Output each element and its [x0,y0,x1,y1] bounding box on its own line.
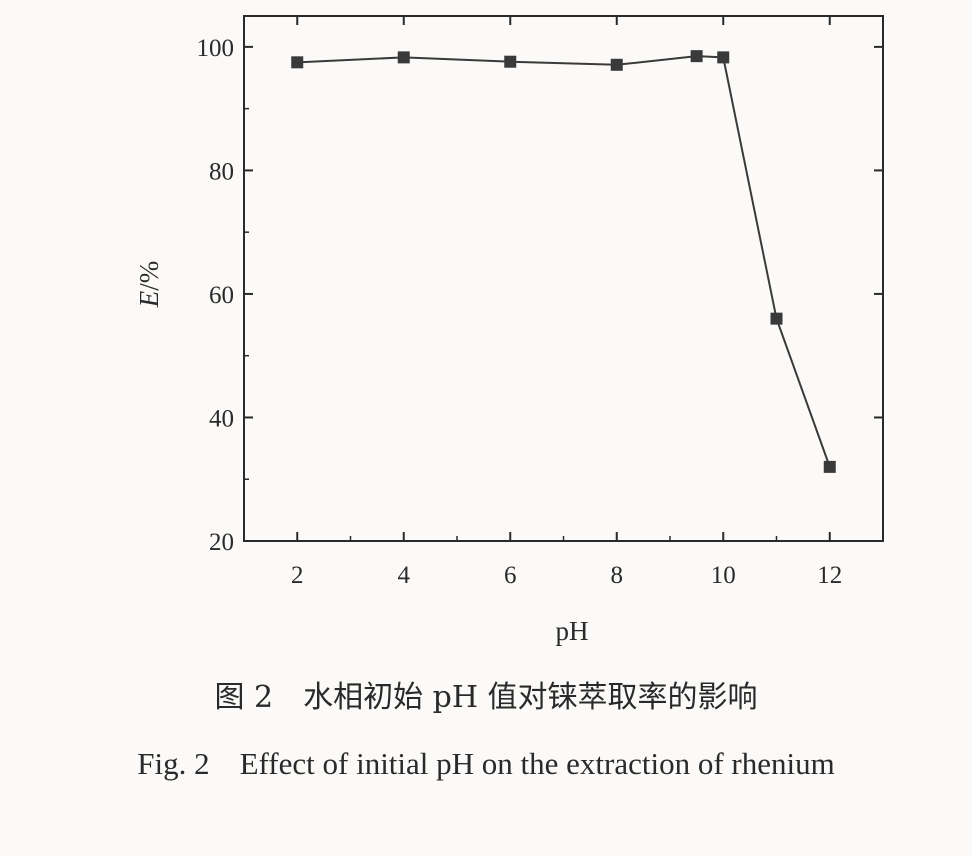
caption-chinese: 图 2 水相初始 pH 值对铼萃取率的影响 [0,672,972,716]
x-tick-label: 8 [611,562,624,589]
line-chart: 2 4 6 8 10 12 20 40 60 80 100 pH E/% [134,15,884,646]
caption-chinese-text: 水相初始 pH 值对铼萃取率的影响 [303,680,758,715]
data-point-marker [504,55,517,68]
y-axis-title: E/% [134,261,164,309]
data-point-marker [690,50,703,63]
data-series [291,50,836,473]
y-tick-label: 40 [209,405,234,432]
axis-ticks: 2 4 6 8 10 12 20 40 60 80 100 [197,16,884,589]
data-point-marker [610,58,623,71]
y-axis-title-unit: /% [134,261,164,291]
caption-english: Fig. 2 Effect of initial pH on the extrac… [0,746,972,782]
y-tick-label: 100 [197,35,235,62]
x-tick-label: 2 [291,562,304,589]
axes [243,15,884,542]
data-point-marker [291,56,304,69]
x-tick-label: 10 [711,562,736,589]
x-tick-label: 4 [398,562,411,589]
data-point-marker [717,51,730,64]
y-tick-label: 20 [209,529,234,556]
y-tick-label: 60 [209,282,234,309]
data-point-marker [770,312,783,325]
x-axis-title: pH [556,616,589,646]
caption-chinese-number: 图 2 [214,680,274,715]
plot-frame [243,15,884,542]
x-tick-label: 6 [504,562,517,589]
data-point-marker [397,51,410,64]
caption-english-text: Effect of initial pH on the extraction o… [239,746,835,781]
x-tick-label: 12 [817,562,842,589]
data-point-marker [823,460,836,473]
caption-english-number: Fig. 2 [137,746,210,781]
y-tick-label: 80 [209,158,234,185]
y-axis-title-symbol: E [134,290,164,308]
series-line [297,55,831,468]
